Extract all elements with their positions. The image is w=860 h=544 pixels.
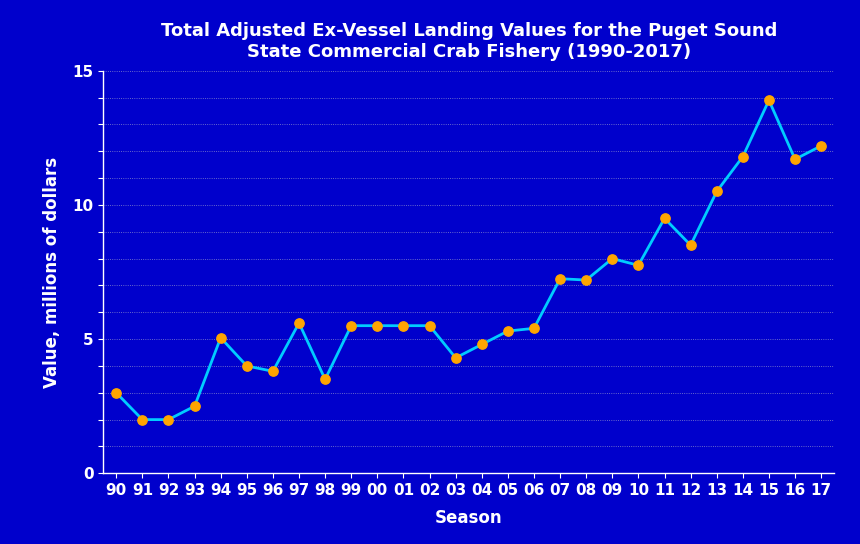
Point bbox=[475, 340, 488, 349]
Point bbox=[187, 402, 201, 411]
Point bbox=[527, 324, 541, 333]
Point bbox=[736, 152, 750, 161]
Point bbox=[580, 276, 593, 285]
Point bbox=[762, 96, 776, 104]
Point bbox=[162, 415, 175, 424]
Point bbox=[658, 214, 672, 222]
Point bbox=[501, 327, 515, 336]
Point bbox=[814, 141, 828, 150]
Point bbox=[631, 261, 645, 270]
Point bbox=[422, 322, 436, 330]
X-axis label: Season: Season bbox=[435, 509, 502, 527]
Point bbox=[449, 354, 463, 362]
Point bbox=[788, 155, 802, 164]
Point bbox=[605, 254, 619, 263]
Point bbox=[266, 367, 280, 376]
Point bbox=[109, 388, 123, 397]
Point bbox=[214, 333, 228, 342]
Point bbox=[240, 362, 254, 370]
Title: Total Adjusted Ex-Vessel Landing Values for the Puget Sound
State Commercial Cra: Total Adjusted Ex-Vessel Landing Values … bbox=[161, 22, 777, 61]
Point bbox=[371, 322, 384, 330]
Point bbox=[344, 322, 358, 330]
Point bbox=[292, 319, 306, 327]
Point bbox=[318, 375, 332, 384]
Point bbox=[553, 274, 567, 283]
Point bbox=[710, 187, 723, 196]
Y-axis label: Value, millions of dollars: Value, millions of dollars bbox=[43, 157, 61, 387]
Point bbox=[684, 241, 697, 250]
Point bbox=[396, 322, 410, 330]
Point bbox=[136, 415, 150, 424]
